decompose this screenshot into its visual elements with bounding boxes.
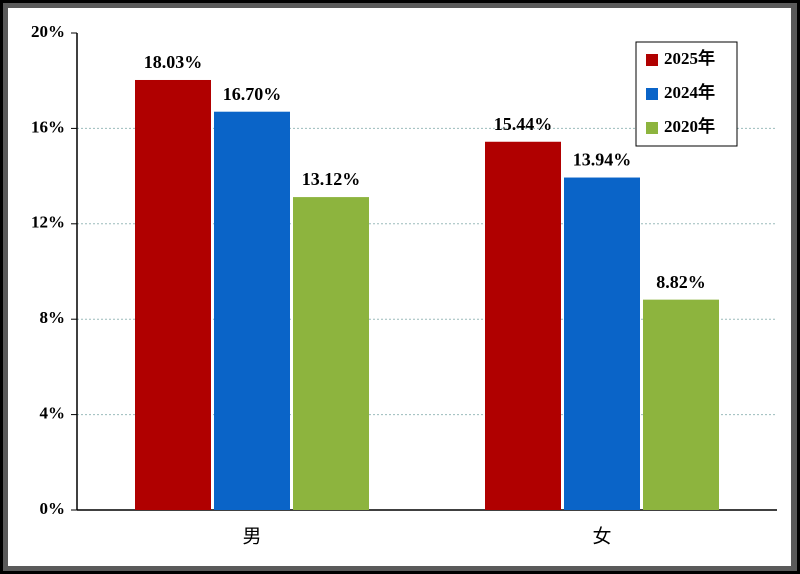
bar (293, 197, 369, 510)
x-tick-label: 女 (592, 525, 611, 547)
legend-label: 2025年 (664, 48, 715, 68)
bar (485, 141, 561, 511)
bar (214, 111, 290, 510)
y-tick-label: 0% (40, 499, 66, 518)
value-label: 13.12% (302, 169, 361, 189)
bar (564, 177, 640, 510)
y-tick-label: 16% (31, 117, 65, 136)
bar (135, 79, 211, 510)
bar (643, 299, 719, 510)
y-tick-label: 8% (40, 308, 66, 327)
value-label: 8.82% (656, 272, 706, 292)
legend-label: 2024年 (664, 82, 715, 102)
value-label: 15.44% (494, 114, 553, 134)
value-label: 16.70% (223, 84, 282, 104)
legend-swatch (646, 88, 658, 100)
legend-swatch (646, 122, 658, 134)
value-label: 13.94% (573, 150, 632, 170)
y-tick-label: 20% (31, 22, 65, 41)
y-tick-label: 12% (31, 213, 65, 232)
legend-label: 2020年 (664, 116, 715, 136)
x-tick-label: 男 (242, 526, 261, 547)
y-tick-label: 4% (40, 404, 66, 423)
value-label: 18.03% (144, 52, 203, 72)
legend-swatch (646, 54, 658, 66)
